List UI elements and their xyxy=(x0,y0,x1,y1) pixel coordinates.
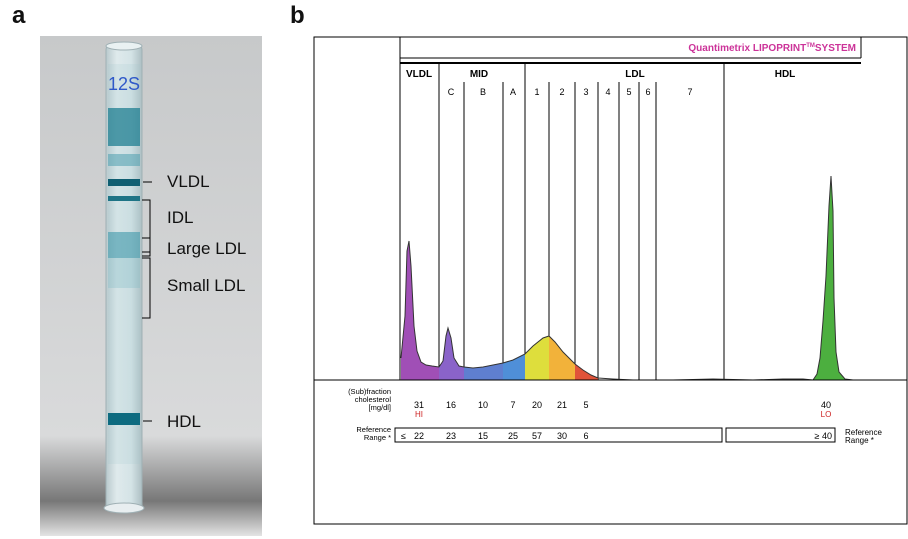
subfraction-label-a: A xyxy=(510,87,516,97)
label-large-ldl: Large LDL xyxy=(167,239,247,258)
reference-ldl2: 30 xyxy=(557,431,567,441)
reference-le-symbol: ≤ xyxy=(401,431,406,441)
reference-ldl3: 6 xyxy=(583,431,588,441)
value-mid-c: 16 xyxy=(446,400,456,410)
reference-vldl: 22 xyxy=(414,431,424,441)
svg-text:Reference: Reference xyxy=(356,425,391,434)
reference-range-box-main xyxy=(394,427,723,443)
fill-mid-c xyxy=(439,328,464,380)
reference-mid-a: 25 xyxy=(508,431,518,441)
fill-mid-a xyxy=(503,354,525,380)
subfraction-label-1: 1 xyxy=(534,87,539,97)
row-label-line2: cholesterol xyxy=(355,395,392,404)
gel-tube-photo: 12S xyxy=(40,36,262,536)
label-small-ldl: Small LDL xyxy=(167,276,246,295)
group-label-hdl: HDL xyxy=(775,69,796,80)
reference-range-box-hdl xyxy=(725,427,836,443)
reference-label-right-line1: Reference xyxy=(845,428,882,437)
reference-hdl: ≥ 40 xyxy=(815,431,832,441)
subfraction-label-5: 5 xyxy=(626,87,631,97)
subfraction-label-6: 6 xyxy=(645,87,650,97)
reference-mid-c: 23 xyxy=(446,431,456,441)
subfraction-label-2: 2 xyxy=(559,87,564,97)
system-title: Quantimetrix LIPOPRINT xyxy=(688,43,806,54)
subfraction-label-c: C xyxy=(448,87,455,97)
value-mid-a: 7 xyxy=(510,400,515,410)
row-label-line1: (Sub)fraction xyxy=(348,387,391,396)
value-vldl: 31 xyxy=(414,400,424,410)
densitometry-trace xyxy=(400,175,860,381)
svg-text:[mg/dl]: [mg/dl] xyxy=(368,403,391,412)
value-ldl2: 21 xyxy=(557,400,567,410)
svg-text:cholesterol: cholesterol xyxy=(355,395,392,404)
label-hdl: HDL xyxy=(167,412,202,431)
reference-label-line2: Range * xyxy=(364,433,391,442)
fill-vldl xyxy=(401,241,439,380)
label-vldl: VLDL xyxy=(167,172,210,191)
row-label-line3: [mg/dl] xyxy=(368,403,391,412)
fill-hdl xyxy=(813,176,847,380)
subfraction-label-4: 4 xyxy=(605,87,610,97)
svg-text:Reference: Reference xyxy=(845,428,882,437)
svg-text:Range *: Range * xyxy=(845,436,874,445)
reference-label-right-line2: Range * xyxy=(845,436,874,445)
svg-text:(Sub)fraction: (Sub)fraction xyxy=(348,387,391,396)
system-title-tm: TM xyxy=(806,43,815,49)
svg-text:Quantimetrix LIPOPRINTTMSYSTEM: Quantimetrix LIPOPRINTTMSYSTEM xyxy=(688,43,856,54)
subfraction-label-7: 7 xyxy=(687,87,692,97)
value-ldl3: 5 xyxy=(583,400,588,410)
reference-label-line1: Reference xyxy=(356,425,391,434)
panel-letter-b: b xyxy=(290,2,305,29)
fill-ldl1 xyxy=(525,336,549,380)
tube-marking: 12S xyxy=(108,74,140,94)
value-ldl1: 20 xyxy=(532,400,542,410)
fill-mid-b xyxy=(464,363,503,380)
value-mid-b: 10 xyxy=(478,400,488,410)
flag-hdl-lo: LO xyxy=(821,410,832,419)
flag-vldl-hi: HI xyxy=(415,410,423,419)
panel-letter-a: a xyxy=(12,2,26,29)
fill-ldl2 xyxy=(549,336,575,380)
group-label-vldl: VLDL xyxy=(406,69,432,80)
reference-ldl1: 57 xyxy=(532,431,542,441)
svg-text:Range *: Range * xyxy=(364,433,391,442)
subfraction-label-b: B xyxy=(480,87,486,97)
group-label-mid: MID xyxy=(470,69,488,80)
reference-mid-b: 15 xyxy=(478,431,488,441)
subfraction-label-3: 3 xyxy=(583,87,588,97)
value-hdl: 40 xyxy=(821,400,831,410)
system-title-suffix: SYSTEM xyxy=(815,43,856,54)
lipoprint-report: Quantimetrix LIPOPRINTTMSYSTEM VLDL MID … xyxy=(313,36,908,525)
label-idl: IDL xyxy=(167,208,194,227)
group-label-ldl: LDL xyxy=(625,69,644,80)
